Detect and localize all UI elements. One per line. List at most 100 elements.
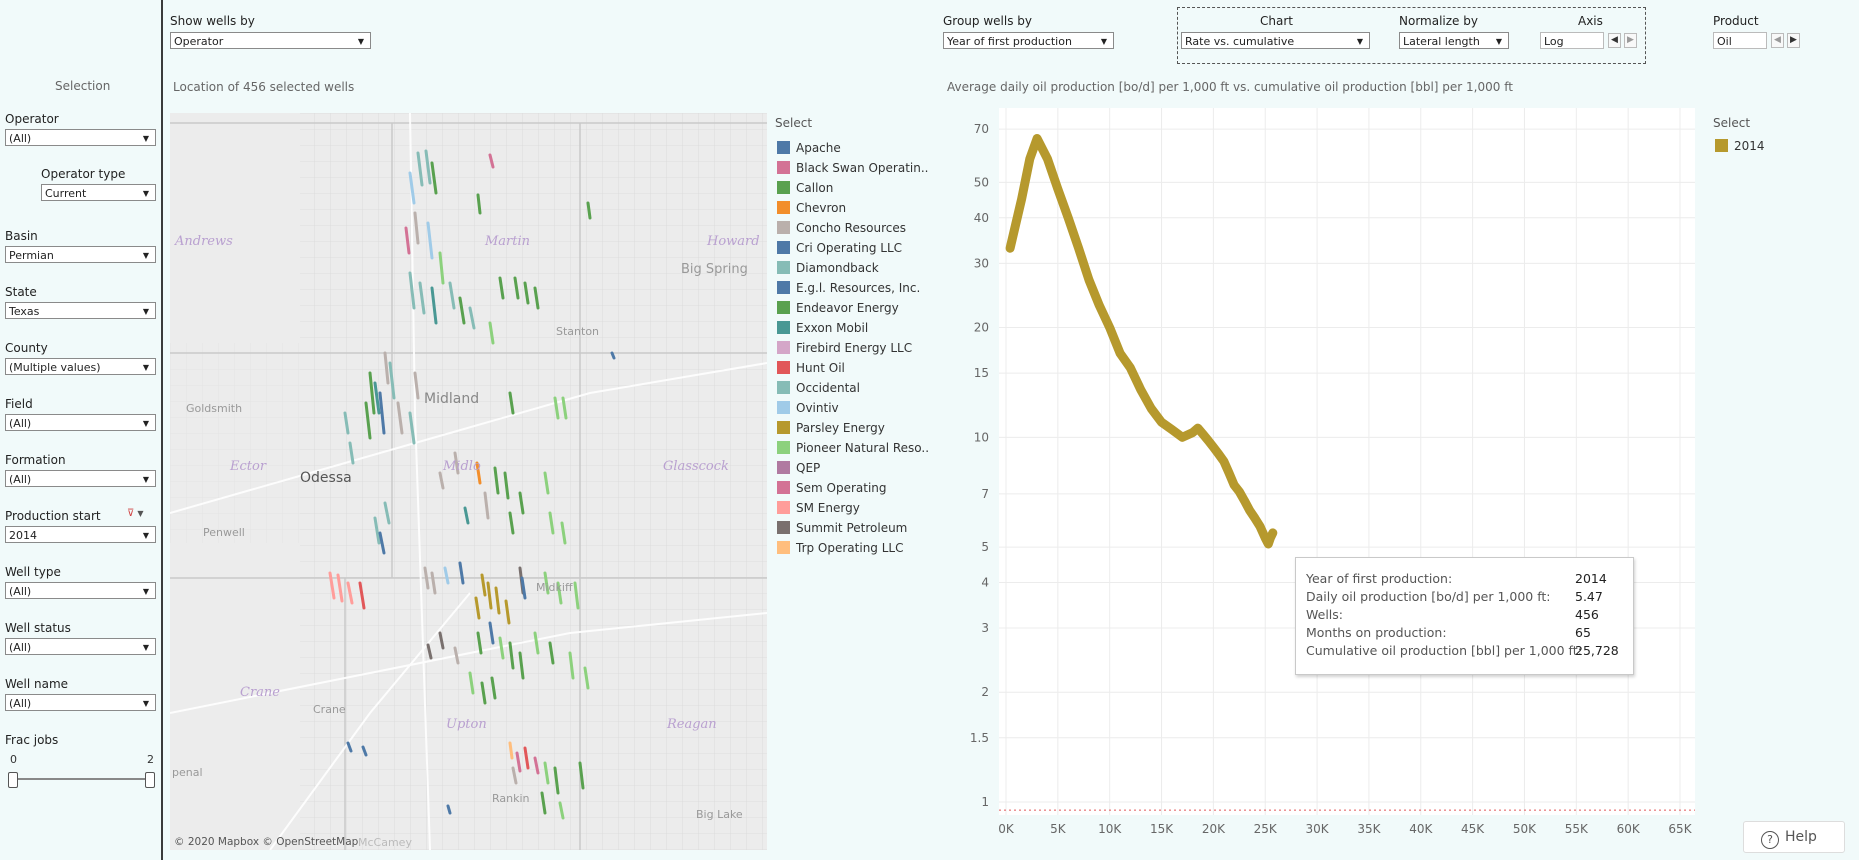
state-filter[interactable]: Texas ▼ [5,302,156,319]
map-legend-item[interactable]: Cri Operating LLC [777,241,902,259]
legend-label: Trp Operating LLC [796,541,904,555]
help-button[interactable]: ? Help [1743,821,1845,853]
chevron-down-icon: ▼ [142,531,149,540]
map-legend-item[interactable]: Apache [777,141,841,159]
map-legend-item[interactable]: Concho Resources [777,221,906,239]
map-legend-item[interactable]: Black Swan Operatin.. [777,161,929,179]
map-legend-item[interactable]: QEP [777,461,820,479]
map-label-stanton: Stanton [556,325,599,338]
legend-label: Callon [796,181,834,195]
well-type-filter[interactable]: (All) ▼ [5,582,156,599]
map-label-martin: Martin [484,234,530,249]
operator-filter[interactable]: (All) ▼ [5,129,156,146]
map-legend-item[interactable]: Exxon Mobil [777,321,868,339]
legend-swatch [777,321,790,334]
y-tick-label: 2 [981,685,989,699]
map-legend-item[interactable]: Firebird Energy LLC [777,341,912,359]
legend-label: Black Swan Operatin.. [796,161,929,175]
operator-type-filter[interactable]: Current ▼ [41,184,156,201]
chevron-down-icon: ▼ [1100,37,1107,46]
product-prev-icon[interactable]: ◀ [1771,33,1784,48]
legend-swatch [777,281,790,294]
map-legend-item[interactable]: Trp Operating LLC [777,541,904,559]
tooltip-cum-label: Cumulative oil production [bbl] per 1,00… [1306,643,1582,658]
map-label-penwell: Penwell [203,526,245,539]
frac-jobs-label: Frac jobs [5,733,59,747]
x-tick-label: 10K [1098,822,1122,836]
group-wells-by-label: Group wells by [943,14,1032,28]
legend-swatch [777,221,790,234]
legend-label: E.g.l. Resources, Inc. [796,281,921,295]
formation-filter[interactable]: (All) ▼ [5,470,156,487]
chevron-down-icon: ▼ [142,307,149,316]
formation-label: Formation [5,453,66,467]
chart-svg: 1 1.5 2 3 4 5 7 10 15 20 30 40 50 70 0K 5K 10K 15K 20K 25K 3… [970,108,1695,836]
legend-label: Apache [796,141,841,155]
legend-label: Hunt Oil [796,361,845,375]
operator-type-label: Operator type [41,167,126,181]
chevron-down-icon: ▼ [142,699,149,708]
map-legend-item[interactable]: Occidental [777,381,860,399]
basin-filter[interactable]: Permian ▼ [5,246,156,263]
map-legend-item[interactable]: Ovintiv [777,401,839,419]
axis-prev-icon[interactable]: ◀ [1608,33,1621,48]
chevron-down-icon: ▼ [142,251,149,260]
frac-jobs-max: 2 [147,753,154,766]
group-wells-by-select[interactable]: Year of first production ▼ [943,32,1114,49]
normalize-by-select[interactable]: Lateral length ▼ [1399,32,1509,49]
chart-tooltip: Year of first production: 2014 Daily oil… [1295,557,1634,675]
legend-swatch [777,261,790,274]
basin-label: Basin [5,229,38,243]
map-legend-item[interactable]: Parsley Energy [777,421,885,439]
well-status-filter[interactable]: (All) ▼ [5,638,156,655]
chart-title: Average daily oil production [bo/d] per … [947,80,1513,94]
product-next-icon[interactable]: ▶ [1787,33,1800,48]
frac-jobs-slider-track[interactable] [12,778,150,780]
legend-label: Summit Petroleum [796,521,908,535]
tooltip-year-value: 2014 [1575,571,1607,586]
map-label-odessa: Odessa [300,470,352,486]
county-filter[interactable]: (Multiple values) ▼ [5,358,156,375]
map-legend-item[interactable]: Pioneer Natural Reso.. [777,441,929,459]
axis-next-icon[interactable]: ▶ [1624,33,1637,48]
x-tick-label: 0K [998,822,1015,836]
x-tick-label: 45K [1461,822,1485,836]
map-legend-title: Select [775,116,813,130]
legend-swatch [777,241,790,254]
well-location-map[interactable]: Andrews Martin Howard Ector Midlo Glassc… [170,113,767,850]
map-legend-item[interactable]: E.g.l. Resources, Inc. [777,281,920,299]
chart-type-select[interactable]: Rate vs. cumulative ▼ [1181,32,1370,49]
show-wells-by-select[interactable]: Operator ▼ [170,32,371,49]
frac-jobs-slider-min-handle[interactable] [8,772,18,788]
frac-jobs-slider-max-handle[interactable] [145,772,155,788]
chart-legend-item[interactable]: 2014 [1715,139,1765,153]
field-label: Field [5,397,33,411]
plot-area [999,108,1695,815]
map-legend-item[interactable]: Diamondback [777,261,879,279]
clear-filter-icon[interactable]: ⊽ ▼ [127,508,144,519]
rate-vs-cumulative-chart[interactable]: 1 1.5 2 3 4 5 7 10 15 20 30 40 50 70 0K 5K 10K 15K 20K 25K 3… [943,108,1698,840]
axis-select[interactable]: Log [1540,32,1604,49]
map-legend-item[interactable]: Callon [777,181,833,199]
x-tick-label: 25K [1254,822,1278,836]
y-tick-label: 70 [974,122,989,136]
legend-label: QEP [796,461,821,475]
field-filter[interactable]: (All) ▼ [5,414,156,431]
map-legend-item[interactable]: Hunt Oil [777,361,845,379]
map-legend-item[interactable]: Chevron [777,201,846,219]
map-label-andrews: Andrews [174,234,233,249]
y-tick-label: 40 [974,211,989,225]
map-legend-item[interactable]: Summit Petroleum [777,521,907,539]
map-label-rankin: Rankin [492,792,530,805]
map-label-big-spring: Big Spring [681,262,748,277]
legend-swatch [777,461,790,474]
product-select[interactable]: Oil [1713,32,1767,49]
production-start-filter[interactable]: 2014 ▼ [5,526,156,543]
well-name-filter[interactable]: (All) ▼ [5,694,156,711]
legend-swatch [777,481,790,494]
map-legend-item[interactable]: SM Energy [777,501,860,519]
chevron-down-icon: ▼ [1356,37,1363,46]
legend-swatch [777,201,790,214]
map-legend-item[interactable]: Endeavor Energy [777,301,899,319]
map-legend-item[interactable]: Sem Operating [777,481,887,499]
